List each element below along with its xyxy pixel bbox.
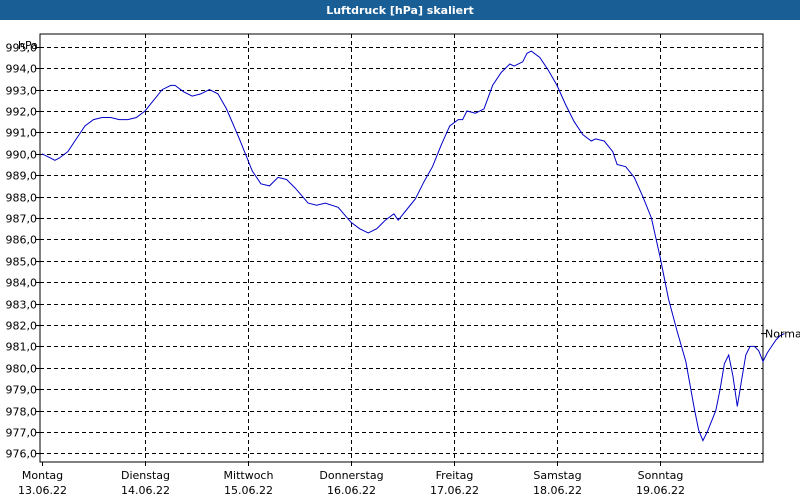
y-tick-label: 989,0	[6, 170, 38, 183]
y-tick-label: 982,0	[6, 320, 38, 333]
y-tick-label: 983,0	[6, 299, 38, 312]
y-tick-label: 994,0	[6, 63, 38, 76]
x-tick-date: 18.06.22	[533, 484, 582, 497]
y-tick-label: 991,0	[6, 127, 38, 140]
y-tick-label: 984,0	[6, 277, 38, 290]
x-tick-weekday: Donnerstag	[319, 469, 383, 482]
y-tick-label: 981,0	[6, 341, 38, 354]
y-tick-label: 993,0	[6, 85, 38, 98]
x-tick-date: 17.06.22	[430, 484, 479, 497]
x-tick-weekday: Mittwoch	[224, 469, 274, 482]
x-tick-weekday: Samstag	[533, 469, 581, 482]
y-tick-label: 985,0	[6, 256, 38, 269]
y-tick-label: 986,0	[6, 234, 38, 247]
y-tick-label: 992,0	[6, 106, 38, 119]
x-tick-weekday: Montag	[22, 469, 63, 482]
y-tick-label: 990,0	[6, 149, 38, 162]
series-end-label: Normal	[765, 328, 800, 341]
x-tick-weekday: Sonntag	[638, 469, 684, 482]
x-tick-date: 16.06.22	[327, 484, 376, 497]
x-tick-date: 19.06.22	[636, 484, 685, 497]
y-tick-label: 980,0	[6, 363, 38, 376]
y-tick-label: 976,0	[6, 448, 38, 461]
y-tick-label: 978,0	[6, 406, 38, 419]
grid	[40, 34, 763, 462]
x-tick-date: 15.06.22	[224, 484, 273, 497]
y-axis: 976,0 977,0 978,0 979,0 980,0 981,0 982,0 983,0…	[6, 42, 40, 461]
window-title: Luftdruck [hPa] skaliert	[0, 0, 800, 20]
x-tick-date: 13.06.22	[18, 484, 67, 497]
x-tick-weekday: Dienstag	[121, 469, 170, 482]
y-axis-label: hPa	[18, 39, 38, 52]
y-tick-label: 988,0	[6, 192, 38, 205]
series-end-marker: Normal	[761, 328, 800, 341]
plot-frame	[39, 33, 764, 463]
y-tick-label: 977,0	[6, 427, 38, 440]
y-tick-label: 987,0	[6, 213, 38, 226]
x-axis: Montag 13.06.22 Dienstag 14.06.22 Mittwoch 15…	[18, 462, 685, 497]
y-tick-label: 979,0	[6, 384, 38, 397]
x-tick-weekday: Freitag	[436, 469, 474, 482]
y-tick-label: 995,0	[6, 42, 38, 55]
pressure-series-line	[41, 50, 785, 442]
x-tick-date: 14.06.22	[121, 484, 170, 497]
